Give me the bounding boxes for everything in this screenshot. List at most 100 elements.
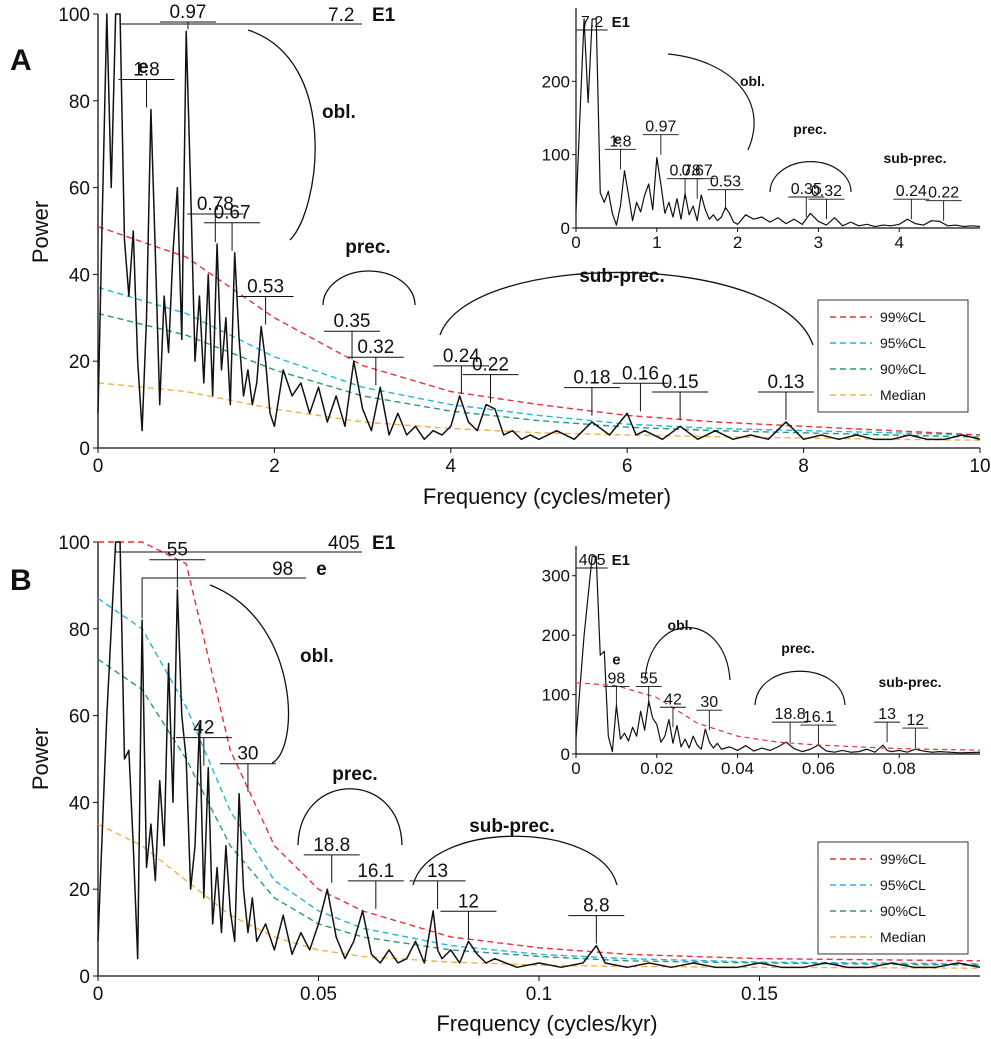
b-peak-label: 55 — [167, 540, 188, 561]
a-inset-group-obl: obl. — [740, 73, 765, 89]
b-y-tick-label: 0 — [79, 967, 90, 988]
a-peak-label: 1.8 — [133, 59, 159, 80]
ib-x-tick-label: 0.06 — [802, 759, 835, 778]
b-group-obl: obl. — [300, 646, 334, 667]
ia-x-tick-label: 3 — [814, 233, 823, 252]
a-group-subprec: sub-prec. — [579, 266, 665, 287]
b-y-tick-label: 60 — [69, 707, 90, 728]
a-inset-group-prec: prec. — [793, 121, 826, 137]
a-peak-label: 0.97 — [169, 2, 206, 23]
b-peak-tag: E1 — [372, 533, 396, 554]
b-peak-label: 98 — [272, 559, 293, 580]
a-x-tick-label: 4 — [446, 456, 457, 477]
a-y-tick-label: 60 — [69, 179, 90, 200]
a-x-tick-label: 0 — [93, 456, 104, 477]
ib-y-tick-label: 200 — [542, 626, 570, 645]
a-legend-99: 99%CL — [880, 309, 926, 325]
a-group-prec: prec. — [345, 237, 390, 258]
b-ylabel: Power — [28, 728, 53, 790]
ia-x-tick-label: 0 — [571, 233, 580, 252]
b-legend-median: Median — [880, 929, 926, 945]
a-peak-label: 0.78 — [197, 194, 234, 215]
a-curves — [97, 13, 981, 441]
a-y-tick-label: 40 — [69, 265, 90, 286]
b-legend-90: 90%CL — [880, 903, 926, 919]
ia-spectrum-line — [575, 18, 981, 228]
b-x-tick-label: 0.05 — [300, 984, 337, 1005]
a-peak-label: 0.15 — [662, 372, 699, 393]
ib-y-tick-label: 0 — [561, 745, 570, 764]
a-legend-box — [817, 299, 969, 413]
ia-peak-label: 0.32 — [811, 183, 842, 200]
b-legend-95: 95%CL — [880, 877, 926, 893]
b-legend-box — [817, 841, 969, 955]
ib-peak-label: 16.1 — [803, 709, 834, 726]
b-inset-curves — [575, 555, 981, 754]
ia-peak-label: 0.22 — [928, 185, 959, 202]
a-peak-label: 7.2 — [328, 5, 354, 26]
a-x-tick-label: 10 — [969, 456, 990, 477]
b-peak-label: 18.8 — [313, 835, 350, 856]
b-cl-curve — [97, 658, 981, 966]
ib-x-tick-label: 0 — [571, 759, 580, 778]
a-group-e: e — [138, 57, 149, 78]
b-spectrum-line — [97, 541, 981, 969]
ib-peak-label: 18.8 — [775, 706, 806, 723]
a-peak-label: 0.35 — [334, 311, 371, 332]
a-legend-90: 90%CL — [880, 361, 926, 377]
ib-x-tick-label: 0.08 — [883, 759, 916, 778]
a-y-tick-label: 80 — [69, 92, 90, 113]
a-inset-obl-bracket — [667, 53, 755, 151]
ia-peak-label: 0.78 — [670, 163, 701, 180]
a-x-tick-label: 2 — [269, 456, 280, 477]
ia-peak-tag: E1 — [612, 14, 630, 31]
b-x-tick-label: 0.1 — [526, 984, 552, 1005]
a-inset-bg — [566, 0, 980, 234]
a-subprec-bracket — [439, 271, 814, 346]
a-peak-label: 0.32 — [357, 337, 394, 358]
ib-y-tick-label: 100 — [542, 686, 570, 705]
a-inset-curves — [575, 18, 981, 228]
ia-peak-label: 0.67 — [682, 163, 713, 180]
b-peak-labels: 405 E1 98 e 55 42 30 18.8 16.1 13 12 8.8 — [115, 533, 625, 944]
a-x-tick-label: 8 — [798, 456, 809, 477]
ia-x-tick-label: 4 — [894, 233, 903, 252]
ia-x-tick-label: 1 — [652, 233, 661, 252]
ib-peak-tag: E1 — [612, 552, 630, 569]
a-y-tick-label: 20 — [69, 352, 90, 373]
ia-peak-label: 0.97 — [645, 119, 676, 136]
ib-group-e: e — [612, 651, 620, 668]
ib-x-tick-label: 0.04 — [721, 759, 754, 778]
ia-y-tick-label: 200 — [542, 72, 570, 91]
a-ylabel: Power — [28, 201, 53, 263]
b-cl-curve — [97, 823, 981, 969]
b-peak-label: 8.8 — [583, 896, 609, 917]
b-inset-group-subprec: sub-prec. — [878, 674, 941, 690]
b-group-subprec: sub-prec. — [469, 816, 555, 837]
a-obl-bracket — [247, 29, 316, 241]
a-peak-label: 0.13 — [767, 372, 804, 393]
a-y-tick-label: 0 — [79, 439, 90, 460]
a-spectrum-line — [97, 13, 981, 441]
b-peak-tag: e — [316, 559, 327, 580]
a-peak-label: 0.67 — [214, 203, 251, 224]
a-cl-curve — [97, 382, 981, 441]
a-group-obl: obl. — [322, 102, 356, 123]
ib-peak-label: 30 — [700, 694, 718, 711]
ib-peak-label: 12 — [906, 712, 924, 729]
a-x-tick-label: 6 — [622, 456, 633, 477]
a-y-tick-label: 100 — [58, 5, 90, 26]
a-peak-label: 0.18 — [573, 368, 610, 389]
ib-peak-label: 405 — [579, 552, 606, 569]
ib-peak-label: 13 — [878, 706, 896, 723]
a-legend-median: Median — [880, 387, 926, 403]
a-peak-tag: E1 — [372, 5, 396, 26]
a-peak-label: 0.16 — [622, 363, 659, 384]
b-inset-axes: 0 0.02 0.04 0.06 0.08 0 100 200 300 — [542, 546, 980, 778]
b-y-tick-label: 100 — [58, 533, 90, 554]
b-x-tick-label: 0 — [93, 984, 104, 1005]
b-y-tick-label: 40 — [69, 793, 90, 814]
a-cl-curve — [97, 312, 981, 438]
a-inset-labels: 7.2 E1 1.8 0.97 0.780.670.53 0.350.32 0.24 0.22 — [576, 14, 962, 221]
